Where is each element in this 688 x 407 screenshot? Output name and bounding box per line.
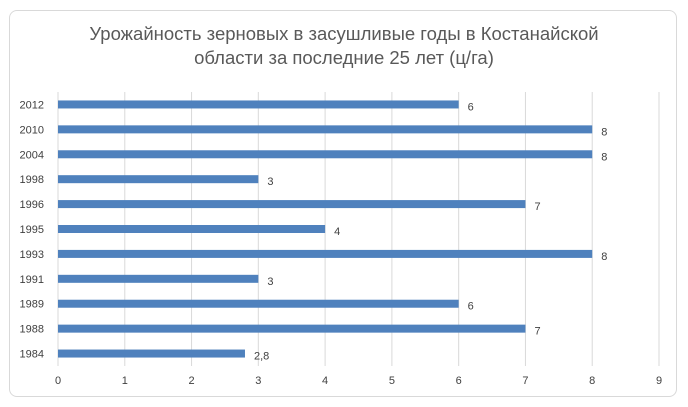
bar — [58, 100, 459, 109]
data-label: 6 — [468, 301, 474, 313]
y-category-label: 2010 — [20, 124, 44, 136]
y-category-label: 1991 — [20, 274, 44, 286]
x-tick-label: 3 — [255, 375, 261, 387]
y-category-label: 1989 — [20, 299, 44, 311]
x-tick-label: 8 — [589, 375, 595, 387]
bar — [58, 274, 259, 283]
bar — [58, 175, 259, 184]
y-axis-labels: 2012 2010 2004 1998 1996 1995 1993 1991 1989 1988… — [20, 99, 44, 360]
x-tick-label: 9 — [656, 375, 662, 387]
y-category-label: 1998 — [20, 174, 44, 186]
y-category-label: 1988 — [20, 324, 44, 336]
data-labels: 6 8 8 3 7 4 8 3 6 7 2,8 — [254, 101, 607, 362]
y-category-label: 1984 — [20, 349, 44, 361]
bar — [58, 249, 593, 258]
chart-title: Урожайность зерновых в засушливые годы в… — [0, 22, 688, 70]
data-label: 2,8 — [254, 351, 269, 363]
data-label: 8 — [601, 251, 607, 263]
chart-title-line-2: области за последние 25 лет (ц/га) — [194, 47, 494, 68]
y-category-label: 1995 — [20, 224, 44, 236]
bar — [58, 150, 593, 159]
x-tick-label: 5 — [389, 375, 395, 387]
bar — [58, 225, 326, 233]
data-label: 7 — [534, 326, 540, 338]
x-tick-label: 2 — [188, 375, 194, 387]
y-category-label: 2004 — [20, 149, 44, 161]
x-tick-label: 1 — [122, 375, 128, 387]
bar — [58, 349, 245, 358]
x-tick-label: 4 — [322, 375, 328, 387]
data-label: 8 — [601, 151, 607, 163]
bar — [58, 125, 593, 134]
y-category-label: 1993 — [20, 249, 44, 261]
data-label: 6 — [468, 101, 474, 113]
bar — [58, 299, 459, 308]
data-label: 8 — [601, 126, 607, 138]
y-category-label: 1996 — [20, 199, 44, 211]
data-label: 4 — [334, 226, 340, 238]
bar — [58, 324, 526, 333]
y-category-label: 2012 — [20, 99, 44, 111]
chart-title-line-1: Урожайность зерновых в засушливые годы в… — [89, 23, 599, 44]
x-tick-label: 0 — [55, 375, 61, 387]
x-axis-labels: 0 1 2 3 4 5 6 7 8 9 — [55, 375, 662, 387]
data-label: 3 — [267, 276, 273, 288]
data-label: 7 — [534, 201, 540, 213]
bars — [58, 100, 593, 358]
x-tick-label: 7 — [522, 375, 528, 387]
x-tick-label: 6 — [456, 375, 462, 387]
bar — [58, 200, 526, 209]
data-label: 3 — [267, 176, 273, 188]
